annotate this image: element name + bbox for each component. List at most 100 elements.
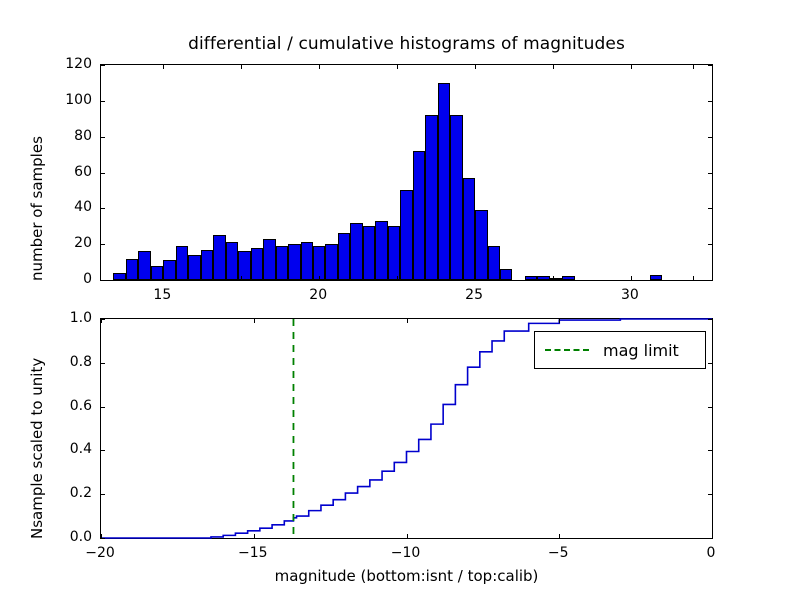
x-tick-label: −5 bbox=[547, 545, 569, 561]
tick-mark bbox=[475, 65, 477, 69]
tick-mark bbox=[708, 280, 712, 281]
tick-mark bbox=[406, 319, 408, 323]
histogram-bar bbox=[537, 276, 550, 280]
histogram-bar bbox=[362, 226, 376, 280]
histogram-bar bbox=[288, 244, 301, 280]
histogram-bar bbox=[375, 220, 388, 280]
mag-limit-legend-swatch-icon bbox=[545, 349, 589, 351]
tick-mark bbox=[397, 65, 399, 69]
y-tick-label: 0.6 bbox=[69, 397, 92, 414]
y-tick-label: 40 bbox=[74, 199, 92, 216]
histogram-bar bbox=[312, 245, 326, 280]
tick-mark bbox=[712, 534, 713, 538]
histogram-bar bbox=[425, 115, 438, 280]
legend: mag limit bbox=[534, 331, 706, 369]
tick-mark bbox=[101, 319, 102, 323]
tick-mark bbox=[708, 406, 712, 408]
tick-mark bbox=[708, 136, 712, 138]
histogram-bar bbox=[125, 258, 139, 280]
tick-mark bbox=[708, 172, 712, 174]
tick-mark bbox=[708, 208, 712, 210]
tick-mark bbox=[101, 538, 105, 539]
histogram-bar bbox=[462, 177, 476, 280]
histogram-bar bbox=[487, 245, 501, 280]
tick-mark bbox=[101, 100, 105, 102]
legend-item-label: mag limit bbox=[603, 340, 679, 360]
tick-mark bbox=[101, 208, 105, 210]
tick-mark bbox=[101, 172, 105, 174]
tick-mark bbox=[708, 450, 712, 452]
histogram-bar bbox=[400, 190, 413, 280]
cumulative-curve bbox=[101, 318, 712, 539]
y-tick-label: 120 bbox=[65, 56, 92, 72]
bottom-axes-xlabel: magnitude (bottom:isnt / top:calib) bbox=[274, 567, 539, 585]
tick-mark bbox=[101, 244, 105, 246]
histogram-bar bbox=[337, 233, 351, 280]
histogram-bar bbox=[325, 244, 338, 280]
x-tick-label: 20 bbox=[309, 287, 328, 303]
histogram-bar bbox=[163, 260, 176, 280]
histogram-bar bbox=[213, 235, 226, 280]
cumulative-histogram-axes: mag limit bbox=[100, 318, 713, 539]
histogram-bar bbox=[350, 222, 363, 280]
x-tick-label: 25 bbox=[465, 287, 483, 303]
x-tick-label: 15 bbox=[153, 287, 172, 303]
tick-mark bbox=[101, 362, 105, 364]
tick-mark bbox=[693, 65, 695, 69]
histogram-bar bbox=[138, 251, 151, 280]
histogram-bar bbox=[225, 242, 239, 280]
histogram-bar bbox=[412, 151, 426, 280]
tick-mark bbox=[630, 65, 632, 69]
tick-mark bbox=[241, 276, 243, 280]
histogram-bar bbox=[200, 249, 214, 280]
tick-mark bbox=[630, 276, 632, 280]
tick-mark bbox=[708, 65, 712, 66]
histogram-bar bbox=[250, 247, 264, 280]
y-tick-label: 0.0 bbox=[69, 529, 92, 545]
tick-mark bbox=[708, 100, 712, 102]
histogram-bar bbox=[475, 210, 488, 280]
tick-mark bbox=[553, 276, 554, 280]
histogram-bar bbox=[500, 269, 513, 280]
tick-mark bbox=[712, 319, 713, 323]
tick-mark bbox=[319, 276, 321, 280]
histogram-bar bbox=[562, 276, 575, 280]
tick-mark bbox=[553, 65, 554, 69]
tick-mark bbox=[708, 244, 712, 246]
tick-mark bbox=[101, 494, 105, 496]
x-tick-label: −10 bbox=[390, 545, 421, 561]
tick-mark bbox=[163, 65, 165, 69]
x-tick-label: 0 bbox=[706, 545, 716, 561]
histogram-bar bbox=[150, 265, 164, 280]
x-tick-label: −20 bbox=[85, 545, 115, 561]
y-tick-label: 0.2 bbox=[69, 485, 92, 502]
tick-mark bbox=[708, 362, 712, 364]
tick-mark bbox=[406, 534, 408, 538]
histogram-bar bbox=[300, 242, 313, 280]
differential-histogram-axes bbox=[100, 64, 713, 281]
tick-mark bbox=[253, 319, 255, 323]
y-tick-label: 0 bbox=[83, 271, 92, 287]
y-tick-label: 0.4 bbox=[69, 441, 92, 458]
tick-mark bbox=[397, 276, 399, 280]
tick-mark bbox=[101, 406, 105, 408]
y-tick-label: 20 bbox=[74, 235, 92, 252]
histogram-bar bbox=[387, 226, 401, 280]
y-tick-label: 60 bbox=[74, 163, 92, 180]
histogram-bar bbox=[524, 276, 538, 280]
tick-mark bbox=[708, 319, 712, 320]
x-tick-label: −15 bbox=[237, 545, 268, 561]
tick-mark bbox=[101, 450, 105, 452]
y-tick-label: 100 bbox=[65, 91, 92, 108]
histogram-bar bbox=[450, 115, 463, 280]
tick-mark bbox=[101, 319, 105, 320]
tick-mark bbox=[101, 136, 105, 138]
histogram-bar bbox=[238, 251, 251, 280]
tick-mark bbox=[101, 65, 105, 66]
y-tick-label: 1.0 bbox=[69, 310, 92, 326]
histogram-bar bbox=[263, 238, 276, 280]
tick-mark bbox=[708, 538, 712, 539]
y-tick-label: 80 bbox=[74, 127, 92, 144]
x-tick-label: 30 bbox=[621, 287, 639, 303]
